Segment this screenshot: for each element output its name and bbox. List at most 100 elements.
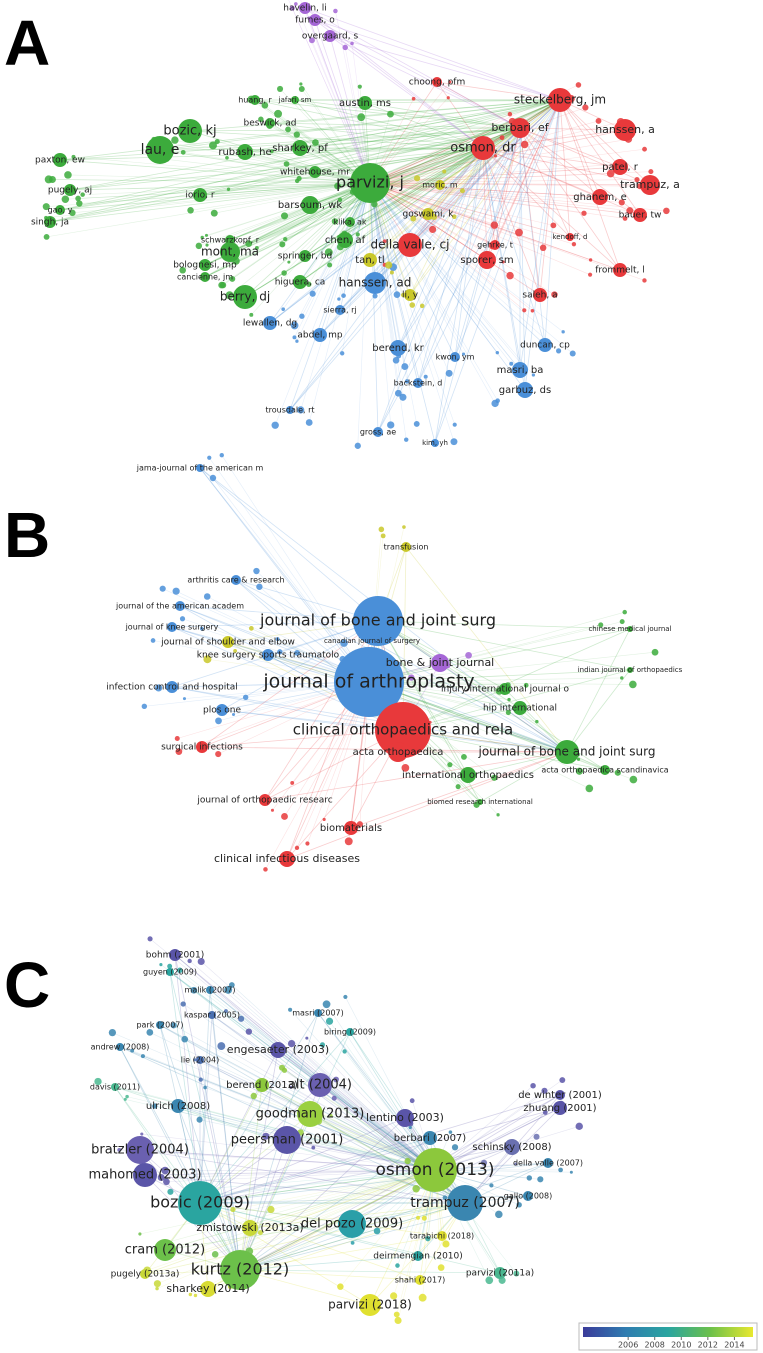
minor-node [576,757,581,761]
edge [269,99,561,324]
node [301,196,319,214]
edge [189,127,521,132]
edge [149,938,436,1171]
node-label: bratzler (2004) [91,1143,189,1158]
edge [482,147,651,186]
minor-node [289,1085,293,1089]
minor-node [322,1000,331,1009]
edge [212,1169,436,1195]
node [334,647,404,717]
edge [482,147,621,168]
edge [159,1024,241,1271]
minor-node [331,1095,337,1101]
edge [49,147,484,223]
edge [369,182,498,353]
minor-node [495,350,500,355]
minor-node [485,1276,494,1285]
minor-node [305,841,310,846]
minor-node [277,649,283,655]
node-label: arthritis care & research [187,576,284,585]
minor-node [130,1048,135,1053]
node [231,575,241,585]
edge [326,1004,436,1171]
edge [369,84,579,184]
minor-node [629,775,638,784]
minor-node [387,110,394,118]
minor-node [382,239,387,244]
node [345,217,355,227]
minor-node [196,1116,203,1123]
minor-node [404,379,410,384]
minor-node [319,1042,326,1048]
edge [369,121,513,184]
minor-node [226,187,231,192]
edge [393,1169,436,1296]
edge [199,182,371,196]
edge [368,681,579,760]
edge [289,182,371,411]
edge [156,1169,436,1289]
node-label: pugely, aj [48,186,92,196]
node [293,275,307,289]
edge [329,35,521,129]
edge [162,588,370,683]
edge [144,1202,466,1275]
node-label: acta orthopaedica scandinavica [541,766,668,775]
edge [228,182,371,253]
edge [369,182,498,401]
edge [369,182,455,442]
minor-node [550,222,557,229]
minor-node [446,96,450,100]
edge [159,147,484,151]
minor-node [451,1144,459,1151]
node [314,1009,322,1017]
node [308,1073,332,1097]
minor-node [294,650,300,656]
edge [566,669,631,753]
edge [345,996,436,1171]
minor-node [290,780,295,785]
edge [314,19,561,101]
edge [199,1117,406,1204]
node-label: trousdale, rt [265,406,314,415]
minor-node [355,232,360,237]
edge [467,751,568,776]
edge [434,1169,572,1173]
node [337,232,353,248]
minor-node [274,109,283,118]
minor-node [215,717,222,725]
edge [482,147,521,371]
edge [559,99,601,198]
edge [482,147,496,246]
nodes [42,2,670,1325]
minor-node [117,1147,122,1152]
minor-node [395,1263,400,1268]
edge [299,147,484,283]
edge [221,620,379,711]
minor-node [409,302,416,308]
edge [221,709,404,731]
edge [199,1084,321,1204]
node-label: abdel, mp [297,331,342,341]
node [206,986,214,994]
minor-node [157,1173,165,1182]
edge [290,1087,436,1171]
minor-node [495,398,500,404]
edge [239,1269,371,1306]
minor-node [180,149,186,155]
edge [369,173,611,184]
minor-node [514,1162,518,1166]
node-label: garbuz, ds [499,385,551,396]
minor-node [337,1283,344,1290]
node-label: international orthopaedics [402,770,534,781]
edge [369,98,572,184]
edge [339,182,371,311]
node-label: kaspar (2005) [184,1011,240,1020]
edge [369,182,601,198]
edge [292,7,371,184]
edge [227,620,379,643]
minor-node [150,638,156,643]
edge [199,1094,561,1204]
minor-node [217,1042,226,1051]
edge [204,127,521,278]
